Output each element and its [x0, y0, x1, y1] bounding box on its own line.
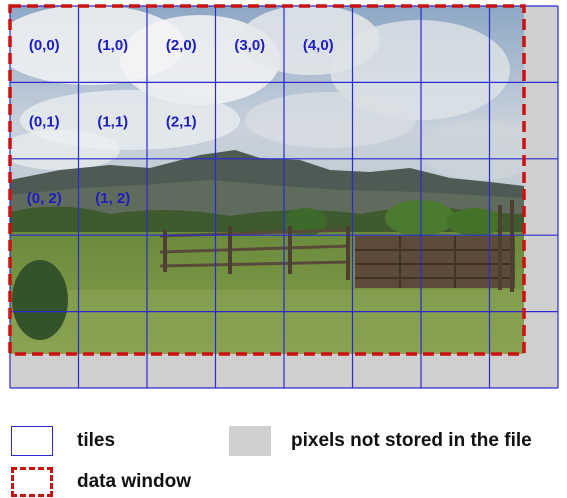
tile-label: (0,0)	[29, 37, 60, 54]
tile-label: (0, 2)	[27, 190, 62, 207]
tile-label: (2,1)	[166, 114, 197, 131]
tile-label: (3,0)	[234, 37, 265, 54]
data-window-border	[8, 4, 526, 356]
data-window-swatch	[11, 467, 53, 497]
tile-label: (4,0)	[303, 37, 334, 54]
tiles-swatch	[11, 426, 53, 456]
landscape-photo	[10, 6, 524, 354]
legend-not-stored: pixels not stored in the file	[229, 426, 532, 456]
legend-tiles-label: tiles	[77, 430, 116, 451]
tile-label: (2,0)	[166, 37, 197, 54]
legend-tiles: tiles	[11, 426, 115, 456]
tile-label: (1,0)	[97, 37, 128, 54]
tile-label: (1,1)	[97, 114, 128, 131]
tile-labels: (0,0) (1,0) (2,0) (3,0) (4,0) (0,1) (1,1) (2,1)…	[27, 37, 334, 207]
legend-not-stored-label: pixels not stored in the file	[291, 430, 532, 451]
not-stored-swatch	[229, 426, 271, 456]
tile-label: (1, 2)	[95, 190, 130, 207]
tile-label: (0,1)	[29, 114, 60, 131]
legend-data-window-label: data window	[77, 471, 191, 492]
legend-data-window: data window	[11, 467, 191, 497]
